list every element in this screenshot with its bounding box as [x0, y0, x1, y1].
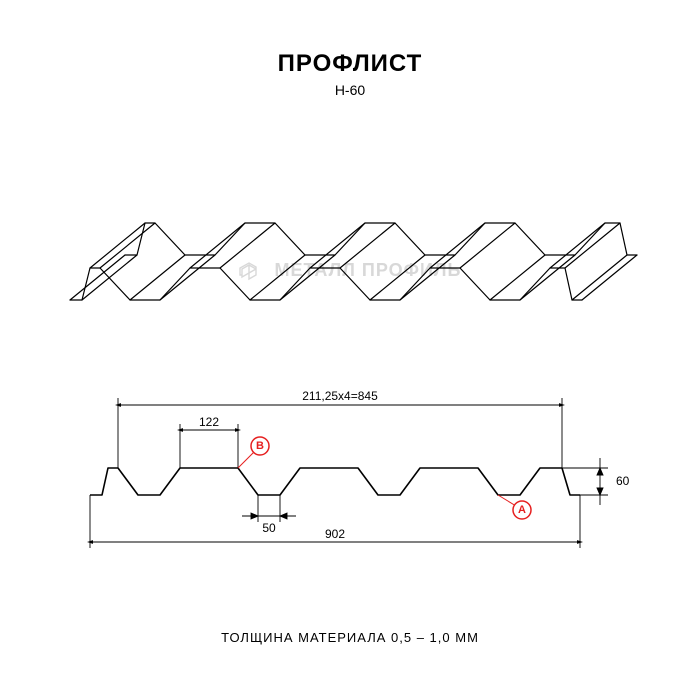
svg-text:A: A: [518, 504, 526, 516]
dim-top-flat: 122: [199, 415, 219, 429]
product-title: ПРОФЛИСТ: [0, 50, 700, 78]
svg-text:B: B: [256, 440, 264, 452]
callout-a: A: [498, 495, 531, 519]
callout-b: B: [238, 437, 269, 468]
material-thickness-note: ТОЛЩИНА МАТЕРИАЛА 0,5 – 1,0 ММ: [0, 630, 700, 645]
cross-section-drawing: 211,25х4=845 122 50 60 902 B A: [60, 380, 640, 580]
dim-total-width: 902: [325, 527, 345, 541]
dim-cover-width: 211,25х4=845: [302, 389, 378, 403]
isometric-drawing: [60, 150, 640, 330]
dim-bottom-flat: 50: [262, 521, 276, 535]
dim-height: 60: [616, 474, 630, 488]
product-subtitle: Н-60: [0, 82, 700, 98]
